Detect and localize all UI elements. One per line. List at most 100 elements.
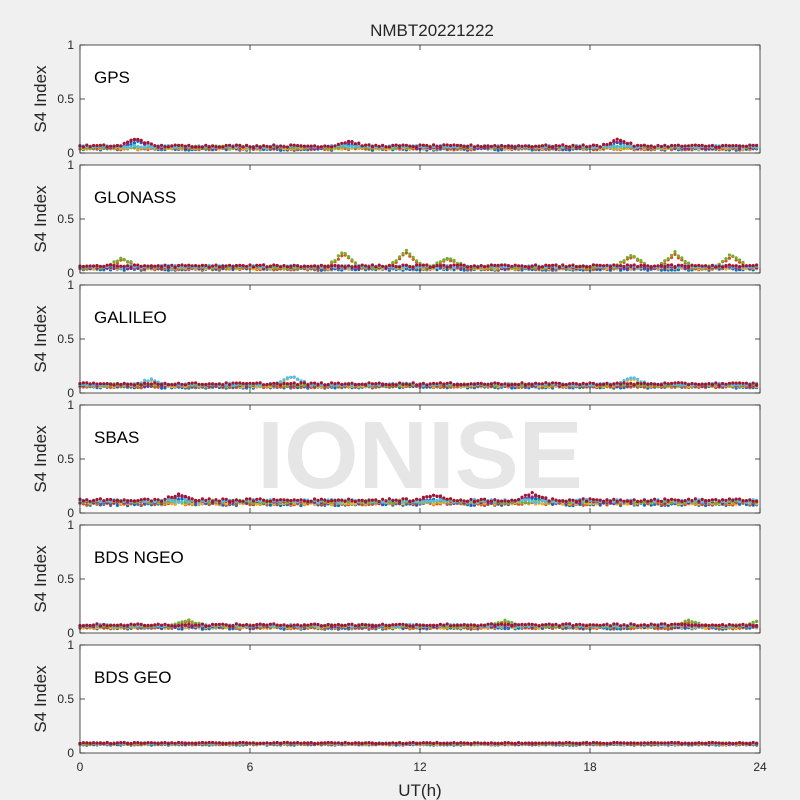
data-point [717, 145, 721, 149]
data-point [343, 144, 347, 148]
data-point [302, 381, 306, 385]
data-point [214, 145, 218, 149]
data-point [676, 254, 681, 258]
data-point [398, 265, 402, 269]
data-point [139, 145, 143, 149]
data-point [98, 143, 102, 147]
data-point [367, 381, 371, 385]
data-point [350, 145, 354, 149]
data-point [129, 260, 133, 264]
data-point [228, 383, 232, 387]
data-point [445, 381, 449, 385]
data-point [296, 264, 300, 268]
data-point [741, 144, 745, 148]
data-point [149, 377, 153, 381]
data-point [132, 383, 136, 387]
data-point [493, 263, 497, 267]
data-point [251, 381, 255, 386]
data-point [687, 264, 691, 268]
data-point [306, 144, 310, 148]
data-point [748, 383, 752, 387]
data-point [160, 146, 164, 150]
data-point [527, 144, 531, 148]
data-point [673, 252, 677, 256]
plot-area [80, 45, 760, 153]
data-point [381, 143, 385, 147]
data-point [200, 263, 204, 267]
data-point [493, 381, 497, 385]
data-point [143, 264, 147, 268]
data-point [738, 144, 742, 148]
data-point [466, 144, 470, 148]
data-point [258, 263, 262, 267]
data-point [438, 264, 442, 268]
data-point [330, 145, 334, 149]
data-point [744, 264, 749, 268]
data-point [285, 265, 289, 269]
data-point [353, 383, 357, 387]
data-point [292, 143, 296, 147]
data-point [571, 143, 575, 147]
data-point [115, 259, 119, 263]
data-point [622, 140, 626, 144]
data-point [608, 141, 613, 145]
data-point [336, 257, 340, 261]
data-point [296, 144, 300, 148]
data-point [554, 144, 558, 148]
data-point [581, 143, 585, 147]
data-point [578, 265, 582, 269]
data-point [520, 144, 524, 148]
data-point [343, 382, 347, 386]
data-point [173, 265, 177, 269]
data-point [615, 146, 619, 150]
data-point [622, 146, 626, 150]
data-point [506, 264, 510, 268]
data-point [115, 382, 119, 386]
data-point [700, 264, 704, 268]
data-point [510, 264, 514, 268]
data-point [619, 144, 623, 148]
data-point [642, 381, 647, 385]
data-point [241, 381, 245, 386]
data-point [585, 145, 589, 149]
data-point [197, 264, 201, 268]
data-point [656, 264, 660, 268]
data-point [544, 263, 548, 267]
data-point [452, 143, 456, 147]
data-point [455, 382, 459, 386]
data-point [81, 381, 85, 385]
data-point [591, 143, 596, 147]
data-point [619, 138, 623, 142]
data-point [425, 383, 429, 387]
data-point [347, 255, 351, 259]
data-point [629, 267, 633, 271]
data-point [727, 144, 732, 148]
data-point [551, 263, 555, 267]
data-point [727, 263, 732, 267]
data-point [659, 144, 664, 149]
data-point [462, 144, 466, 148]
data-point [336, 254, 340, 258]
data-point [442, 382, 446, 386]
data-point [265, 382, 269, 387]
data-point [255, 263, 259, 267]
data-point [139, 383, 143, 387]
data-point [166, 268, 170, 272]
data-point [602, 145, 606, 149]
data-point [364, 382, 368, 387]
data-point [207, 265, 211, 269]
data-point [479, 381, 483, 385]
data-point [564, 265, 568, 269]
data-point [459, 263, 463, 267]
data-point [245, 143, 249, 147]
data-point [228, 143, 232, 147]
data-point [190, 381, 194, 385]
data-point [615, 381, 619, 385]
data-point [520, 264, 524, 268]
data-point [496, 263, 500, 267]
data-point [262, 263, 266, 267]
data-point [85, 381, 89, 385]
data-point [411, 381, 415, 385]
data-point [639, 144, 643, 148]
data-point [622, 259, 626, 263]
